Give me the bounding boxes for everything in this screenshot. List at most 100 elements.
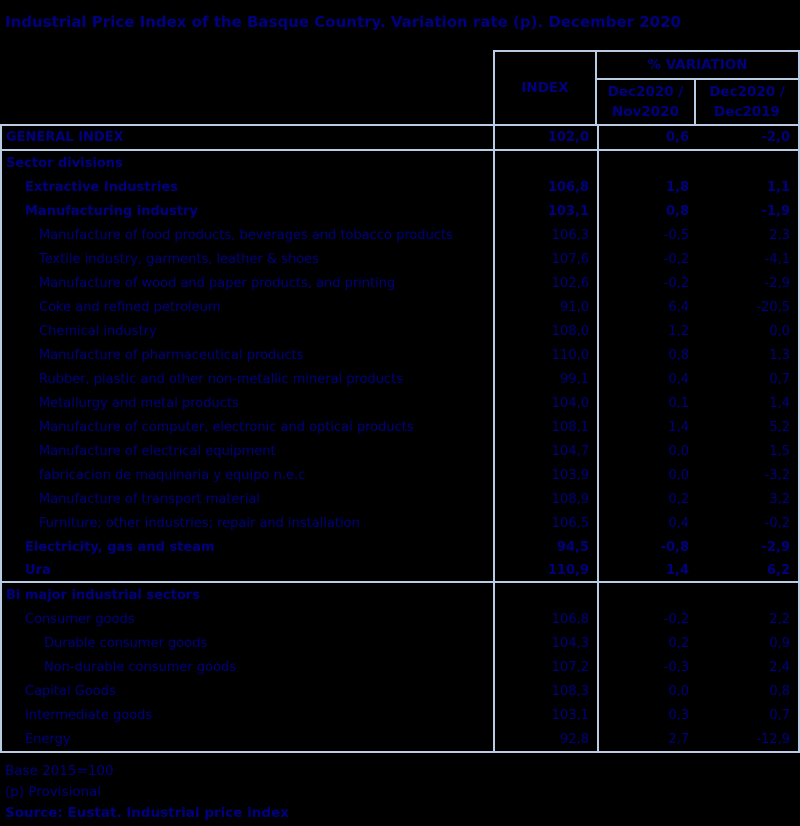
var-dec-value bbox=[696, 151, 798, 175]
var-nov-value: -0,2 bbox=[597, 607, 696, 631]
variation-subheaders: Dec2020 / Nov2020 Dec2020 / Dec2019 bbox=[597, 80, 798, 124]
var-nov-value: 0,0 bbox=[597, 439, 696, 463]
footnote-base: Base 2015=100 bbox=[5, 763, 114, 779]
variation-subcol-nov: Dec2020 / Nov2020 bbox=[597, 80, 696, 124]
row-label: Intermediate goods bbox=[25, 707, 153, 723]
table-row: Extractive Industries 106,8 1,8 1,1 bbox=[2, 175, 798, 199]
index-value: 99,1 bbox=[493, 367, 597, 391]
index-value: 106,5 bbox=[493, 511, 597, 535]
table-row: Furniture; other industries; repair and … bbox=[2, 511, 798, 535]
var-dec-value: 5,2 bbox=[769, 419, 790, 435]
var-nov-value: 6,4 bbox=[597, 295, 696, 319]
index-value: 94,5 bbox=[493, 535, 597, 559]
variation-subcol-dec: Dec2020 / Dec2019 bbox=[709, 83, 785, 120]
index-value: 103,9 bbox=[493, 463, 597, 487]
index-value: 108,3 bbox=[493, 679, 597, 703]
var-dec-value: 0,8 bbox=[769, 683, 790, 699]
index-value: 106,8 bbox=[493, 175, 597, 199]
table-row: Rubber, plastic and other non-metallic m… bbox=[2, 367, 798, 391]
index-value bbox=[493, 583, 597, 607]
var-dec-value: 0,7 bbox=[769, 371, 790, 387]
index-value: 108,0 bbox=[493, 319, 597, 343]
index-value: 107,2 bbox=[493, 655, 597, 679]
index-value: 108,1 bbox=[493, 415, 597, 439]
index-value: 103,1 bbox=[493, 703, 597, 727]
var-dec-value: 2,3 bbox=[769, 227, 790, 243]
index-value: 110,0 bbox=[493, 343, 597, 367]
var-dec-value: -4,1 bbox=[764, 251, 790, 267]
var-nov-value: 0,6 bbox=[597, 126, 696, 149]
row-label: Manufacture of transport material bbox=[39, 491, 260, 507]
row-label: Capital Goods bbox=[25, 683, 116, 699]
table-row: Ura 110,9 1,4 6,2 bbox=[2, 559, 798, 583]
var-nov-value: -0,8 bbox=[597, 535, 696, 559]
var-nov-value: 0,3 bbox=[597, 703, 696, 727]
var-nov-value: 0,1 bbox=[597, 391, 696, 415]
footnote-source: Source: Eustat. Industrial price index bbox=[5, 805, 289, 821]
var-nov-value: -0,2 bbox=[597, 271, 696, 295]
page-title: Industrial Price Index of the Basque Cou… bbox=[5, 13, 681, 31]
table-row: Manufacture of transport material 108,9 … bbox=[2, 487, 798, 511]
index-value: 91,0 bbox=[493, 295, 597, 319]
table-row: Durable consumer goods 104,3 0,2 0,9 bbox=[2, 631, 798, 655]
var-dec-value: -2,0 bbox=[761, 130, 790, 145]
var-nov-value: -0,3 bbox=[597, 655, 696, 679]
row-label: Manufacture of wood and paper products, … bbox=[39, 275, 396, 291]
table-header: INDEX % VARIATION Dec2020 / Nov2020 Dec2… bbox=[0, 50, 800, 124]
table-row: Manufacturing industry 103,1 0,8 -1,9 bbox=[2, 199, 798, 223]
var-nov-value: 0,8 bbox=[597, 199, 696, 223]
var-nov-value: 0,4 bbox=[597, 511, 696, 535]
row-label: Electricity, gas and steam bbox=[25, 539, 215, 555]
var-nov-value: 1,4 bbox=[597, 415, 696, 439]
var-nov-value: -0,5 bbox=[597, 223, 696, 247]
row-label: Non-durable consumer goods bbox=[44, 659, 237, 675]
index-value: 108,9 bbox=[493, 487, 597, 511]
var-nov-value: 1,4 bbox=[597, 559, 696, 581]
var-nov-value: 1,8 bbox=[597, 175, 696, 199]
row-label: Ura bbox=[25, 562, 51, 578]
var-nov-value: 0,8 bbox=[597, 343, 696, 367]
row-label: Sector divisions bbox=[6, 155, 123, 171]
row-label: fabricacion de maquinaria y equipo n.e.c bbox=[39, 467, 306, 483]
row-label: Rubber, plastic and other non-metallic m… bbox=[39, 371, 404, 387]
var-dec-value: 6,2 bbox=[766, 562, 790, 578]
table-row: Manufacture of food products, beverages … bbox=[2, 223, 798, 247]
row-label: Durable consumer goods bbox=[44, 635, 208, 651]
var-dec-value: 0,9 bbox=[769, 635, 790, 651]
var-dec-value: 0,7 bbox=[769, 707, 790, 723]
var-nov-value: 1,2 bbox=[597, 319, 696, 343]
table-body: GENERAL INDEX 102,0 0,6 -2,0 Sector divi… bbox=[0, 124, 800, 753]
var-nov-value bbox=[597, 151, 696, 175]
table-row: Metallurgy and metal products 104,0 0,1 … bbox=[2, 391, 798, 415]
var-dec-value: 1,4 bbox=[769, 395, 790, 411]
var-nov-value: 0,4 bbox=[597, 367, 696, 391]
var-nov-value: 0,0 bbox=[597, 463, 696, 487]
var-dec-value: -20,5 bbox=[756, 299, 790, 315]
var-dec-value: -1,9 bbox=[761, 203, 790, 219]
var-dec-value: 1,5 bbox=[769, 443, 790, 459]
table-row-general-index: GENERAL INDEX 102,0 0,6 -2,0 bbox=[2, 126, 798, 151]
row-label: GENERAL INDEX bbox=[6, 130, 124, 145]
var-nov-value: -0,2 bbox=[597, 247, 696, 271]
index-value: 110,9 bbox=[493, 559, 597, 581]
index-value: 106,3 bbox=[493, 223, 597, 247]
index-value: 104,0 bbox=[493, 391, 597, 415]
table-row: Textile industry, garments, leather & sh… bbox=[2, 247, 798, 271]
variation-column-header: % VARIATION bbox=[597, 52, 798, 80]
var-dec-value: -2,9 bbox=[761, 539, 790, 555]
var-dec-value: 3,2 bbox=[769, 491, 790, 507]
var-dec-value: -12,9 bbox=[756, 731, 790, 747]
table-row: Non-durable consumer goods 107,2 -0,3 2,… bbox=[2, 655, 798, 679]
index-value: 103,1 bbox=[493, 199, 597, 223]
index-value: 102,0 bbox=[493, 126, 597, 149]
row-label: Manufacture of pharmaceutical products bbox=[39, 347, 304, 363]
row-label: Manufacture of food products, beverages … bbox=[39, 227, 453, 243]
var-dec-value: -2,9 bbox=[764, 275, 790, 291]
var-nov-value: 0,2 bbox=[597, 631, 696, 655]
var-dec-value bbox=[696, 583, 798, 607]
row-label: Manufacture of computer, electronic and … bbox=[39, 419, 414, 435]
table-row: Electricity, gas and steam 94,5 -0,8 -2,… bbox=[2, 535, 798, 559]
var-nov-value: 0,2 bbox=[597, 487, 696, 511]
table-section-major-industrial-sectors: Bi major industrial sectors bbox=[2, 583, 798, 607]
row-label: Manufacture of electrical equipment bbox=[39, 443, 276, 459]
